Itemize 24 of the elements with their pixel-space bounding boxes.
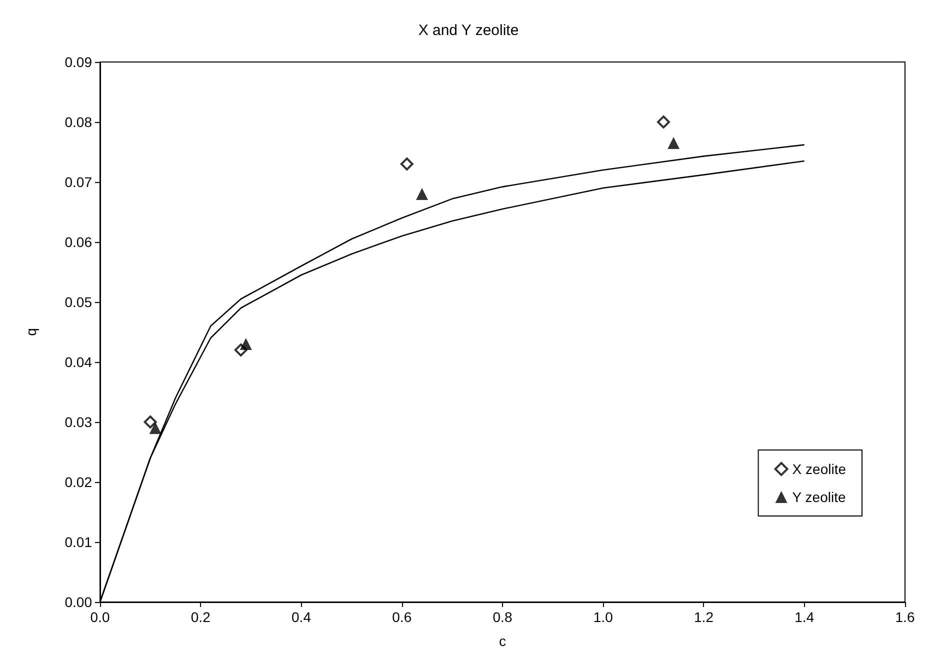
x-tick-label: 1.0 xyxy=(593,609,614,625)
y-tick-label: 0.02 xyxy=(64,474,92,490)
x-tick-label: 0.4 xyxy=(292,609,312,625)
x-tick-label: 1.2 xyxy=(694,609,714,625)
x-tick-label: 0.8 xyxy=(492,609,512,625)
y-tick-label: 0.05 xyxy=(64,294,92,310)
y-tick-label: 0.00 xyxy=(64,594,92,610)
y-axis-title: q xyxy=(23,328,39,336)
legend-label: X zeolite xyxy=(792,461,846,477)
y-tick-label: 0.09 xyxy=(64,54,92,70)
x-tick-label: 1.6 xyxy=(895,609,915,625)
y-tick-label: 0.03 xyxy=(64,414,92,430)
x-tick-label: 1.4 xyxy=(794,609,814,625)
x-tick-label: 0.2 xyxy=(190,609,211,625)
y-tick-label: 0.01 xyxy=(64,534,92,550)
legend-label: Y zeolite xyxy=(792,489,846,505)
y-tick-label: 0.06 xyxy=(64,234,92,250)
y-tick-label: 0.08 xyxy=(64,114,92,130)
x-axis-title: c xyxy=(499,633,506,649)
y-tick-label: 0.04 xyxy=(64,354,92,370)
y-tick-label: 0.07 xyxy=(64,174,92,190)
x-tick-label: 0.6 xyxy=(392,609,412,625)
x-tick-label: 0.0 xyxy=(90,609,110,625)
chart-title: X and Y zeolite xyxy=(418,22,519,39)
